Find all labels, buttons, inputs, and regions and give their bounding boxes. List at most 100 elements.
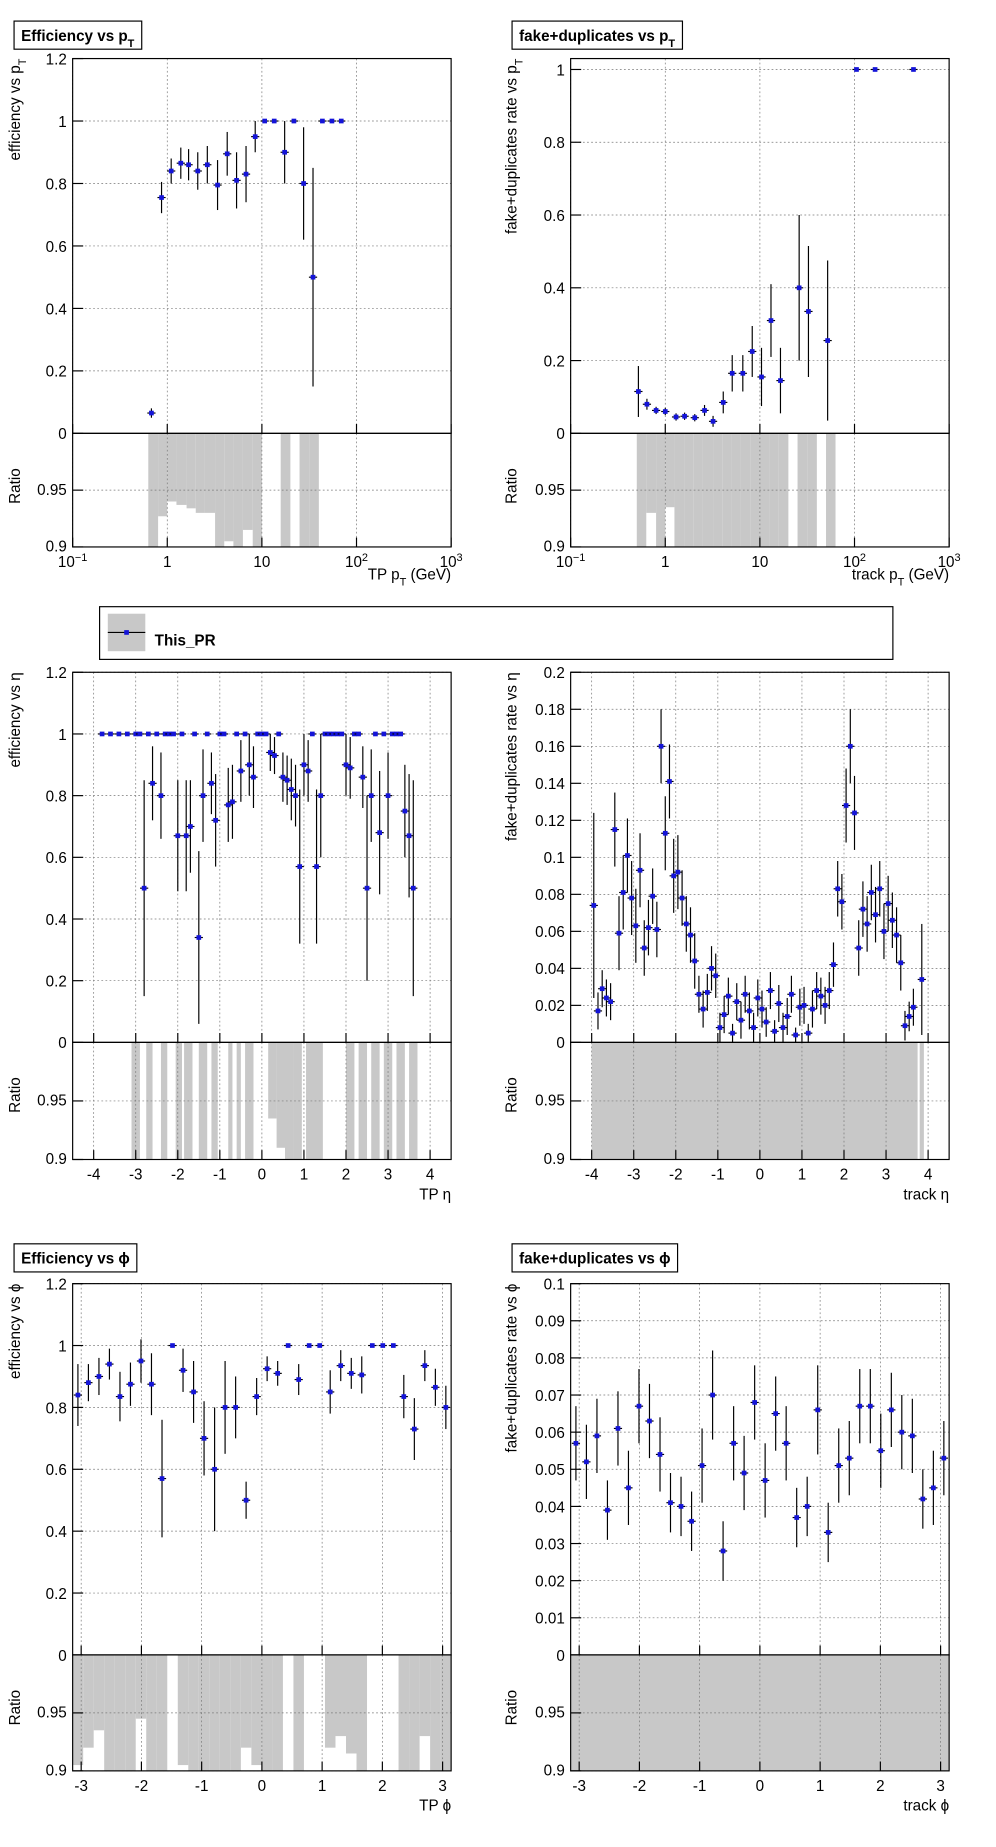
marker	[195, 168, 201, 174]
x-tick-label: 2	[342, 1166, 350, 1183]
ratio-band	[198, 1042, 208, 1160]
marker	[326, 731, 332, 737]
marker	[285, 1343, 291, 1348]
y-tick-label: 0	[58, 1648, 66, 1665]
marker	[221, 731, 227, 737]
x-tick-label-exponent: −1	[573, 552, 586, 564]
marker	[186, 162, 191, 168]
marker	[890, 917, 895, 923]
marker	[318, 793, 324, 798]
marker	[175, 833, 181, 839]
marker	[906, 1014, 912, 1019]
marker	[584, 1459, 589, 1465]
marker	[200, 793, 206, 798]
marker	[730, 1030, 735, 1036]
ratio-band	[280, 433, 291, 547]
marker	[168, 168, 174, 174]
marker	[657, 1452, 663, 1457]
marker	[805, 1030, 811, 1036]
ratio-band	[156, 1654, 168, 1771]
y-tick-label: 0.03	[535, 1536, 565, 1553]
ratio-band	[684, 433, 694, 547]
y-tick-label: 1	[58, 1338, 66, 1355]
x-tick-label: 3	[438, 1778, 446, 1795]
marker	[246, 762, 252, 768]
marker	[709, 966, 714, 971]
marker	[650, 893, 655, 899]
ratio-band	[215, 433, 225, 547]
marker	[394, 731, 399, 737]
chart-title-part: T	[128, 38, 135, 50]
marker	[688, 932, 693, 938]
x-tick-label: 2	[876, 1778, 884, 1795]
marker	[398, 731, 404, 737]
marker	[343, 762, 349, 768]
marker	[673, 414, 679, 420]
x-tick-label: 102	[345, 552, 368, 571]
y-tick-label: 0.6	[46, 1462, 67, 1479]
y-tick-label: 0.9	[46, 1151, 67, 1168]
marker	[696, 991, 702, 997]
y-axis-label-part: fake+duplicates rate vs p	[504, 65, 521, 234]
x-tick-label: 1	[816, 1778, 824, 1795]
marker	[780, 1025, 786, 1030]
marker	[264, 1366, 270, 1372]
marker	[272, 753, 277, 758]
marker	[742, 991, 748, 997]
marker	[662, 409, 668, 414]
ratio-band	[211, 1042, 218, 1160]
y-tick-label: 0.4	[544, 281, 566, 298]
y-tick-label: 0.6	[46, 239, 67, 256]
y-tick-label: 1.2	[46, 665, 67, 682]
x-tick-label: 2	[840, 1166, 848, 1183]
y-tick-label: 1.2	[46, 1277, 67, 1294]
marker	[234, 731, 240, 737]
marker	[797, 1004, 803, 1010]
ratio-band	[356, 1654, 368, 1771]
x-axis-label: track ϕ	[903, 1798, 949, 1815]
x-tick-label: -1	[213, 1166, 227, 1183]
x-tick-label-base: 10	[556, 554, 573, 571]
marker	[138, 1358, 144, 1364]
marker	[263, 731, 269, 737]
marker	[443, 1405, 449, 1410]
marker	[825, 338, 830, 343]
x-tick-label: -2	[633, 1778, 647, 1795]
marker	[406, 833, 412, 839]
ratio-band	[324, 1654, 336, 1748]
marker	[259, 731, 265, 737]
marker	[852, 810, 857, 816]
title-box	[13, 1243, 138, 1273]
ratio-band	[371, 1042, 380, 1160]
marker	[806, 309, 811, 314]
ratio-band	[919, 1042, 924, 1160]
marker	[360, 774, 366, 780]
x-tick-label: -1	[195, 1778, 209, 1795]
marker	[305, 768, 311, 774]
marker	[720, 400, 726, 405]
y-tick-label: 0.95	[535, 1093, 565, 1110]
ratio-frame	[72, 1654, 452, 1772]
ratio-band	[285, 1042, 294, 1160]
y-tick-label: 1	[58, 727, 66, 744]
y-tick-label: 0	[556, 1035, 564, 1052]
marker	[700, 1006, 706, 1012]
marker	[911, 1004, 916, 1010]
marker	[637, 867, 643, 873]
ratio-band	[114, 1654, 126, 1771]
marker	[615, 1426, 621, 1431]
y-axis-label: efficiency vs ϕ	[7, 1284, 24, 1379]
ratio-band	[646, 433, 657, 513]
ratio-band	[272, 1654, 283, 1771]
ratio-band	[209, 1654, 220, 1771]
y-tick-label: 1	[556, 62, 564, 79]
y-tick-label: 0.9	[544, 1763, 565, 1780]
marker	[137, 731, 143, 737]
marker	[740, 370, 746, 376]
y-tick-label: 0.9	[46, 1763, 67, 1780]
y-axis-label-part: T	[17, 58, 29, 65]
y-tick-label: 0.05	[535, 1462, 565, 1479]
marker	[626, 1485, 631, 1491]
marker	[667, 779, 672, 784]
marker	[242, 731, 248, 737]
